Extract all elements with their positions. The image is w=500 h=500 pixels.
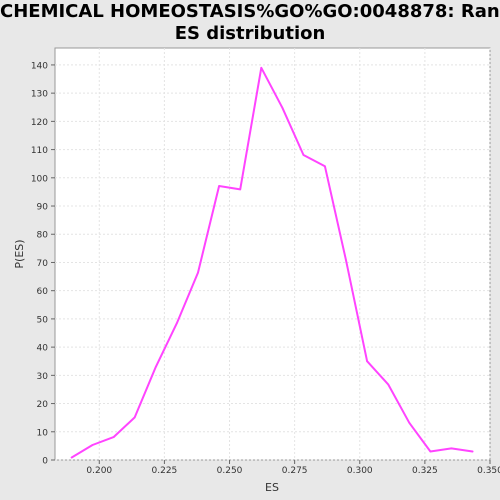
data-point — [302, 154, 305, 156]
series-line — [70, 66, 474, 459]
data-point — [366, 360, 368, 363]
y-axis-label: P(ES) — [13, 239, 26, 268]
data-point — [176, 322, 178, 324]
plot-area — [54, 47, 491, 461]
y-tick-label: 90 — [37, 203, 49, 213]
data-point — [197, 271, 199, 274]
y-tick-label: 10 — [37, 428, 49, 438]
y-tick-label: 140 — [31, 61, 48, 71]
x-tick-label: 0.325 — [412, 466, 438, 476]
y-tick-label: 40 — [37, 344, 49, 354]
data-point — [408, 421, 411, 424]
data-point — [345, 259, 347, 262]
data-point — [239, 188, 242, 191]
x-tick-label: 0.225 — [152, 466, 178, 476]
data-point — [281, 107, 284, 109]
data-point — [155, 366, 157, 368]
x-tick-label: 0.300 — [347, 466, 373, 476]
y-tick-label: 70 — [37, 259, 49, 269]
x-axis-label: ES — [265, 481, 279, 494]
data-point — [471, 450, 474, 453]
data-point — [133, 416, 136, 419]
axes: 0 10 20 30 40 50 60 70 80 90 100 110 120 130 140 0.200 0… — [31, 61, 500, 476]
data-point — [70, 456, 73, 459]
data-point — [218, 185, 220, 187]
chart-title-line-1: CHEMICAL HOMEOSTASIS%GO%GO:0048878: Rand… — [0, 1, 500, 22]
data-point — [387, 383, 389, 386]
y-tick-label: 80 — [37, 231, 49, 241]
x-tick-label: 0.200 — [86, 466, 112, 476]
data-point — [429, 450, 432, 453]
data-point — [260, 66, 263, 69]
y-tick-label: 0 — [42, 457, 48, 467]
y-tick-label: 30 — [37, 372, 49, 382]
chart-title-line-2: ES distribution — [174, 23, 326, 44]
y-tick-label: 60 — [37, 287, 49, 297]
y-tick-label: 110 — [31, 146, 48, 156]
data-point — [112, 436, 115, 438]
x-tick-label: 0.275 — [282, 466, 308, 476]
series-layer — [70, 66, 474, 459]
y-tick-label: 100 — [31, 174, 48, 184]
grid-lines — [55, 48, 491, 461]
y-tick-label: 120 — [31, 118, 48, 128]
x-tick-label: 0.250 — [217, 466, 243, 476]
y-tick-label: 20 — [37, 400, 49, 410]
x-tick-label: 0.350 — [477, 466, 500, 476]
data-point — [450, 447, 453, 450]
y-tick-label: 50 — [37, 315, 49, 325]
y-tick-label: 130 — [31, 90, 48, 100]
data-point — [91, 444, 94, 446]
data-point — [324, 165, 326, 168]
